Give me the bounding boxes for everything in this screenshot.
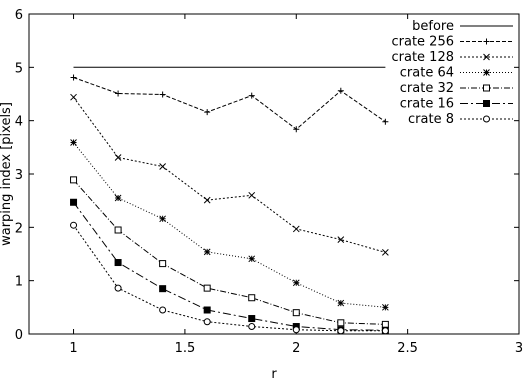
data-point bbox=[159, 306, 167, 314]
y-tick-label: 0 bbox=[15, 328, 23, 343]
axis-ticks: 1 1.5 2 2.5 3 0 1 2 3 4 5 6 bbox=[15, 8, 523, 356]
data-point bbox=[159, 285, 167, 293]
x-tick-label: 1 bbox=[69, 341, 77, 356]
legend-label: crate 128 bbox=[392, 50, 455, 65]
data-point bbox=[203, 196, 211, 204]
data-point bbox=[382, 303, 389, 311]
y-tick-label: 2 bbox=[15, 221, 23, 236]
y-tick-label: 1 bbox=[15, 275, 23, 290]
data-point bbox=[248, 323, 256, 331]
series-line bbox=[73, 77, 386, 130]
data-point bbox=[292, 279, 300, 287]
series-crate-64 bbox=[70, 139, 389, 311]
legend-label: crate 64 bbox=[400, 66, 454, 81]
y-tick-label: 3 bbox=[15, 168, 23, 183]
series-line bbox=[73, 224, 386, 332]
data-point bbox=[292, 225, 300, 233]
data-point bbox=[203, 306, 211, 314]
data-point bbox=[114, 194, 122, 202]
data-point bbox=[381, 320, 389, 328]
data-point bbox=[203, 318, 211, 326]
data-point bbox=[204, 109, 211, 116]
y-tick-label: 4 bbox=[15, 115, 23, 130]
legend-marker bbox=[483, 53, 490, 61]
data-point bbox=[159, 91, 166, 98]
data-point bbox=[248, 92, 255, 99]
series-crate-256 bbox=[70, 74, 389, 133]
legend-marker bbox=[483, 100, 490, 107]
data-point bbox=[248, 191, 256, 199]
data-point bbox=[114, 284, 122, 292]
y-tick-label: 5 bbox=[15, 61, 23, 76]
data-point bbox=[292, 326, 300, 334]
legend-label: crate 8 bbox=[408, 112, 454, 127]
legend-label: crate 32 bbox=[400, 81, 454, 96]
x-tick-label: 2.5 bbox=[397, 341, 418, 356]
legend-label: crate 16 bbox=[400, 97, 454, 112]
x-tick-label: 3 bbox=[515, 341, 523, 356]
data-point bbox=[159, 260, 167, 268]
data-point bbox=[337, 87, 344, 94]
legend-label: crate 256 bbox=[392, 35, 455, 50]
data-point bbox=[381, 327, 389, 335]
data-point bbox=[70, 93, 77, 101]
data-point bbox=[70, 198, 78, 206]
data-point bbox=[114, 154, 122, 161]
data-point bbox=[70, 176, 78, 184]
data-point bbox=[70, 74, 77, 81]
legend-marker bbox=[483, 84, 490, 92]
y-tick-label: 6 bbox=[15, 8, 23, 23]
legend-marker bbox=[483, 69, 490, 76]
data-point bbox=[248, 294, 256, 302]
legend-marker bbox=[483, 115, 490, 123]
data-point bbox=[70, 139, 77, 146]
data-point bbox=[114, 226, 122, 234]
series-crate-8 bbox=[70, 221, 389, 335]
data-point bbox=[159, 215, 166, 223]
y-axis-label: warping index [pixels] bbox=[0, 102, 14, 246]
data-point bbox=[159, 163, 166, 170]
legend-label: before bbox=[412, 19, 454, 34]
data-point bbox=[70, 221, 78, 229]
x-tick-label: 1.5 bbox=[175, 341, 196, 356]
series-layer bbox=[70, 66, 389, 335]
series-crate-128 bbox=[70, 93, 389, 256]
series-crate-16 bbox=[70, 198, 389, 334]
data-point bbox=[337, 319, 345, 327]
data-point bbox=[248, 315, 256, 323]
x-axis-label: r bbox=[271, 367, 277, 379]
data-point bbox=[248, 255, 256, 263]
data-point bbox=[337, 236, 345, 243]
series-line bbox=[73, 202, 386, 331]
data-point bbox=[382, 249, 389, 256]
data-point bbox=[293, 126, 300, 133]
legend-marker bbox=[483, 38, 490, 45]
data-point bbox=[337, 299, 345, 307]
x-tick-label: 2 bbox=[292, 341, 300, 356]
data-point bbox=[115, 90, 122, 97]
data-point bbox=[114, 259, 122, 267]
series-line bbox=[73, 142, 386, 308]
data-point bbox=[382, 118, 389, 125]
data-point bbox=[203, 248, 211, 256]
series-crate-32 bbox=[70, 176, 389, 328]
data-point bbox=[337, 327, 345, 335]
data-point bbox=[292, 309, 300, 317]
data-point bbox=[203, 284, 211, 292]
